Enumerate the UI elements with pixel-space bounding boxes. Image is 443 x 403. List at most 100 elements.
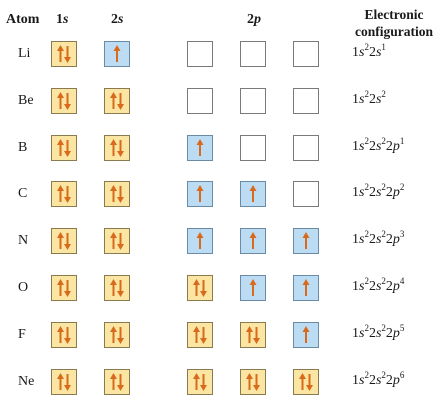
paired-spin-arrows-icon xyxy=(57,45,71,63)
orbital-1s-letter: s xyxy=(63,12,69,27)
spin-up-arrow-icon xyxy=(249,232,257,250)
orbital-2s-letter: s xyxy=(118,12,124,27)
paired-spin-arrows-icon xyxy=(193,372,207,391)
orbital-box xyxy=(240,368,266,395)
orbital-box xyxy=(104,134,130,161)
orbital-box xyxy=(293,181,319,208)
orbital-box xyxy=(240,321,266,348)
electron-configuration: 1s22s22p4 xyxy=(352,276,405,295)
electron-configuration: 1s22s22p6 xyxy=(352,369,405,388)
orbital-2s-header: 2s xyxy=(111,12,123,28)
orbital-box xyxy=(104,87,130,114)
orbital-box xyxy=(104,321,130,348)
atom-label: Be xyxy=(18,92,34,108)
orbital-box xyxy=(104,41,130,67)
atom-column-header: Atom xyxy=(6,12,40,27)
orbital-box xyxy=(51,181,77,208)
orbital-1s-header: 1s xyxy=(56,12,68,28)
orbital-box xyxy=(187,368,213,395)
orbital-box xyxy=(51,321,77,348)
spin-up-arrow-icon xyxy=(302,325,310,343)
paired-spin-arrows-icon xyxy=(57,232,71,251)
orbital-box xyxy=(293,321,319,348)
spin-up-arrow-icon xyxy=(302,279,310,296)
orbital-box xyxy=(293,41,319,67)
orbital-box xyxy=(51,134,77,161)
orbital-box xyxy=(187,87,213,114)
electron-configuration: 1s22s22p5 xyxy=(352,322,405,341)
paired-spin-arrows-icon xyxy=(110,279,124,297)
orbital-box xyxy=(240,87,266,114)
paired-spin-arrows-icon xyxy=(57,279,71,297)
orbital-box xyxy=(51,87,77,114)
orbital-box xyxy=(51,228,77,255)
paired-spin-arrows-icon xyxy=(57,325,71,344)
paired-spin-arrows-icon xyxy=(110,232,124,251)
orbital-2p-number: 2 xyxy=(247,12,254,27)
paired-spin-arrows-icon xyxy=(57,372,71,391)
orbital-box xyxy=(293,87,319,114)
orbital-box xyxy=(240,228,266,255)
config-header-line2: configuration xyxy=(354,24,433,39)
paired-spin-arrows-icon xyxy=(193,279,207,297)
config-header-line1: Electronic xyxy=(364,7,424,22)
electron-configuration: 1s22s22p3 xyxy=(352,229,405,248)
orbital-box xyxy=(187,41,213,67)
orbital-box xyxy=(293,275,319,301)
spin-up-arrow-icon xyxy=(113,45,121,62)
atom-label: F xyxy=(18,326,26,342)
electron-configuration: 1s22s1 xyxy=(352,42,386,61)
orbital-box xyxy=(240,134,266,161)
spin-up-arrow-icon xyxy=(249,279,257,296)
orbital-box xyxy=(51,368,77,395)
atom-label: Li xyxy=(18,46,31,61)
electron-configuration: 1s22s22p1 xyxy=(352,135,405,154)
orbital-2p-header: 2p xyxy=(247,12,261,28)
atom-label: O xyxy=(18,280,29,295)
spin-up-arrow-icon xyxy=(196,138,204,156)
atom-label: Ne xyxy=(18,373,35,389)
orbital-box xyxy=(187,321,213,348)
orbital-box xyxy=(187,275,213,301)
orbital-box xyxy=(240,275,266,301)
electron-configuration: 1s22s22p2 xyxy=(352,182,405,201)
paired-spin-arrows-icon xyxy=(57,91,71,110)
paired-spin-arrows-icon xyxy=(57,138,71,157)
orbital-box xyxy=(293,228,319,255)
electron-configuration: 1s22s2 xyxy=(352,88,386,107)
orbital-box xyxy=(104,368,130,395)
paired-spin-arrows-icon xyxy=(246,372,260,391)
orbital-box xyxy=(104,275,130,301)
orbital-box xyxy=(293,368,319,395)
spin-up-arrow-icon xyxy=(196,185,204,203)
paired-spin-arrows-icon xyxy=(57,185,71,204)
orbital-2p-letter: p xyxy=(254,12,261,27)
paired-spin-arrows-icon xyxy=(110,185,124,204)
orbital-box xyxy=(187,181,213,208)
orbital-box xyxy=(51,41,77,67)
orbital-box xyxy=(240,41,266,67)
orbital-2s-number: 2 xyxy=(111,12,118,27)
paired-spin-arrows-icon xyxy=(110,138,124,157)
spin-up-arrow-icon xyxy=(196,232,204,250)
orbital-box xyxy=(104,228,130,255)
paired-spin-arrows-icon xyxy=(110,372,124,391)
paired-spin-arrows-icon xyxy=(299,372,313,391)
config-column-header: Electronic configuration xyxy=(346,6,442,40)
atom-label: B xyxy=(18,139,28,155)
paired-spin-arrows-icon xyxy=(246,325,260,344)
orbital-box xyxy=(51,275,77,301)
orbital-box xyxy=(187,228,213,255)
paired-spin-arrows-icon xyxy=(110,91,124,110)
orbital-box xyxy=(293,134,319,161)
paired-spin-arrows-icon xyxy=(193,325,207,344)
spin-up-arrow-icon xyxy=(249,185,257,203)
atom-label: C xyxy=(18,186,28,202)
paired-spin-arrows-icon xyxy=(110,325,124,344)
atom-label: N xyxy=(18,233,29,249)
orbital-box xyxy=(104,181,130,208)
orbital-box xyxy=(240,181,266,208)
orbital-box xyxy=(187,134,213,161)
orbital-1s-number: 1 xyxy=(56,12,63,27)
spin-up-arrow-icon xyxy=(302,232,310,250)
